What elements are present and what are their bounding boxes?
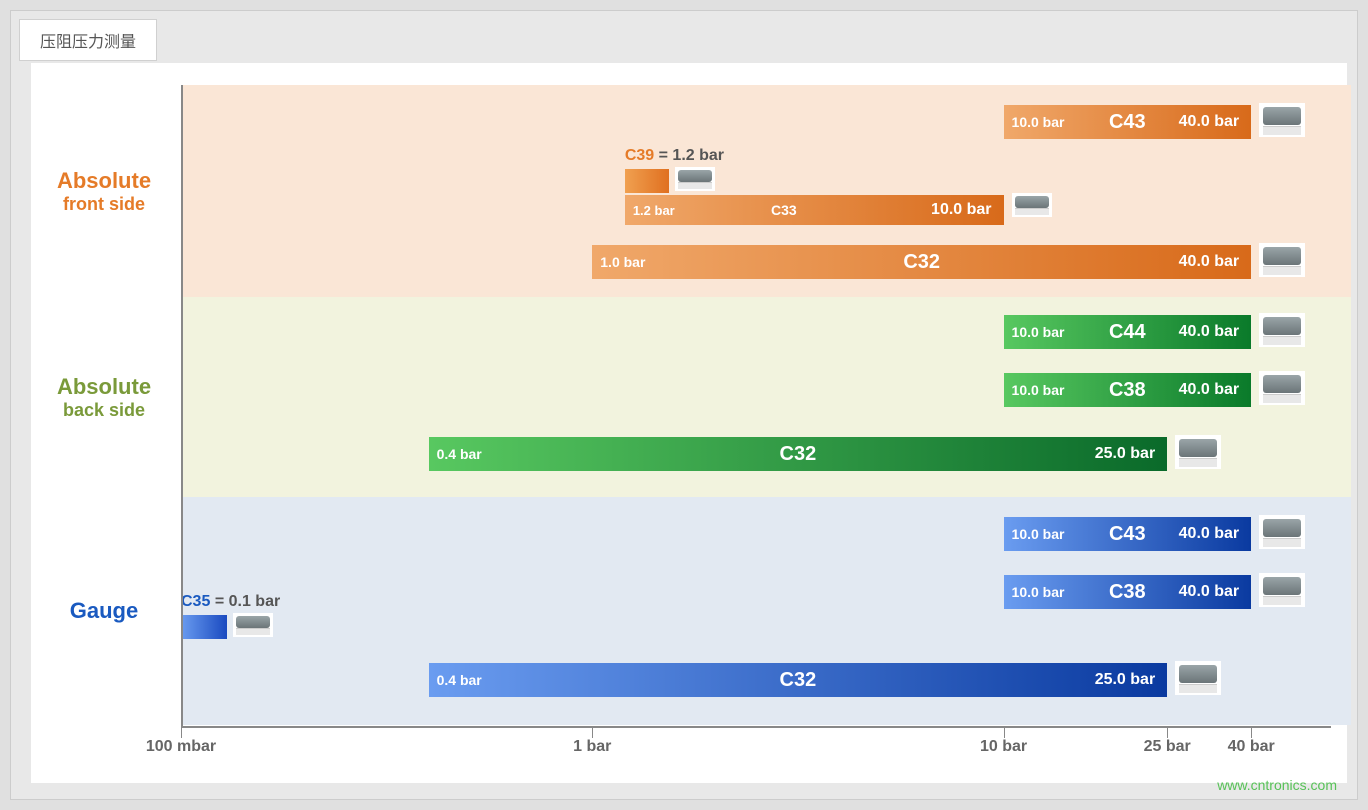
axis-tick: [181, 728, 182, 738]
section-title: Absoluteback side: [29, 297, 179, 497]
axis-tick-label: 25 bar: [1144, 738, 1191, 756]
section-gauge: Gauge10.0 barC4340.0 bar10.0 barC3840.0 …: [181, 497, 1351, 725]
chip-icon: [233, 613, 273, 637]
range-bar-C32: 0.4 barC3225.0 bar: [429, 437, 1168, 471]
chip-icon: [1259, 371, 1305, 405]
x-axis: 100 mbar1 bar10 bar25 bar40 bar: [181, 726, 1331, 728]
axis-tick: [1251, 728, 1252, 738]
chip-icon: [1259, 573, 1305, 607]
axis-tick: [592, 728, 593, 738]
chart-area: Absolutefront side 10.0 barC4340.0 bar C39…: [31, 63, 1347, 783]
y-axis: [181, 85, 183, 728]
section-title: Absolutefront side: [29, 85, 179, 297]
chip-icon: [1259, 243, 1305, 277]
range-bar-C38: 10.0 barC3840.0 bar: [1004, 575, 1252, 609]
chip-icon: [1259, 313, 1305, 347]
point-label-C39: C39 = 1.2 bar: [625, 147, 724, 165]
range-bar-C38: 10.0 barC3840.0 bar: [1004, 373, 1252, 407]
watermark: www.cntronics.com: [1217, 777, 1337, 793]
axis-tick-label: 100 mbar: [146, 738, 216, 756]
point-bar-C35: [181, 615, 227, 639]
range-bar-C33: 1.2 barC3310.0 bar: [625, 195, 1004, 225]
axis-tick: [1167, 728, 1168, 738]
tab-title[interactable]: 压阻压力测量: [19, 19, 157, 61]
panel: 压阻压力测量 Absolutefront side 10.0 barC4340.0…: [10, 10, 1358, 800]
section-title: Gauge: [29, 497, 179, 725]
range-bar-C32: 0.4 barC3225.0 bar: [429, 663, 1168, 697]
chip-icon: [1012, 193, 1052, 217]
chip-icon: [1259, 515, 1305, 549]
range-bar-C43: 10.0 barC4340.0 bar: [1004, 517, 1252, 551]
point-bar-C39: [625, 169, 669, 193]
section-abs-front: Absolutefront side10.0 barC4340.0 barC39…: [181, 85, 1351, 297]
section-abs-back: Absoluteback side10.0 barC4440.0 bar10.0…: [181, 297, 1351, 497]
axis-tick-label: 1 bar: [573, 738, 611, 756]
chip-icon: [1175, 435, 1221, 469]
range-bar-C44: 10.0 barC4440.0 bar: [1004, 315, 1252, 349]
chip-icon: [1259, 103, 1305, 137]
axis-tick-label: 40 bar: [1228, 738, 1275, 756]
point-label-C35: C35 = 0.1 bar: [181, 593, 280, 611]
axis-tick: [1004, 728, 1005, 738]
range-bar-C43: 10.0 barC4340.0 bar: [1004, 105, 1252, 139]
chip-icon: [1175, 661, 1221, 695]
axis-tick-label: 10 bar: [980, 738, 1027, 756]
range-bar-C32: 1.0 barC3240.0 bar: [592, 245, 1251, 279]
chip-icon: [675, 167, 715, 191]
